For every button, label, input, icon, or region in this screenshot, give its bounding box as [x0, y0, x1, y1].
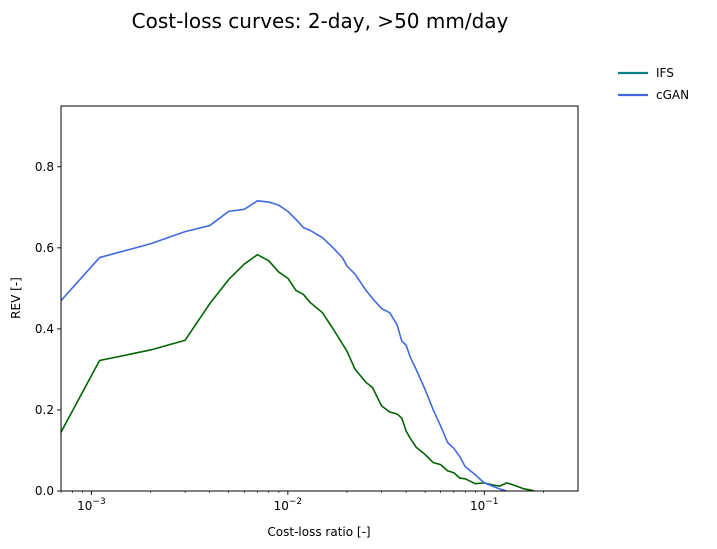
x-axis-ticks: 10−3 10−2 10−1	[60, 491, 544, 513]
x-tick-label: 10−1	[470, 497, 499, 513]
legend-label-cgan: cGAN	[656, 88, 689, 102]
x-tick-label: 10−3	[77, 497, 106, 513]
legend: IFS cGAN	[618, 66, 689, 102]
plot-frame	[60, 105, 579, 492]
y-tick-label: 0.8	[35, 160, 54, 174]
y-tick-label: 0.4	[35, 322, 54, 336]
y-tick-label: 0.2	[35, 403, 54, 417]
x-axis-label: Cost-loss ratio [-]	[267, 525, 370, 539]
y-axis-ticks: 0.0 0.2 0.4 0.6 0.8	[35, 160, 61, 498]
series-line-ifs	[61, 253, 535, 491]
y-axis-label: REV [-]	[9, 277, 23, 319]
y-tick-label: 0.6	[35, 241, 54, 255]
series-line-cgan	[61, 200, 507, 491]
chart-title: Cost-loss curves: 2-day, >50 mm/day	[132, 9, 509, 33]
y-tick-label: 0.0	[35, 484, 54, 498]
series-layer	[61, 200, 535, 491]
legend-label-ifs: IFS	[656, 66, 674, 80]
x-tick-label: 10−2	[274, 497, 303, 513]
plot-area	[61, 106, 578, 491]
